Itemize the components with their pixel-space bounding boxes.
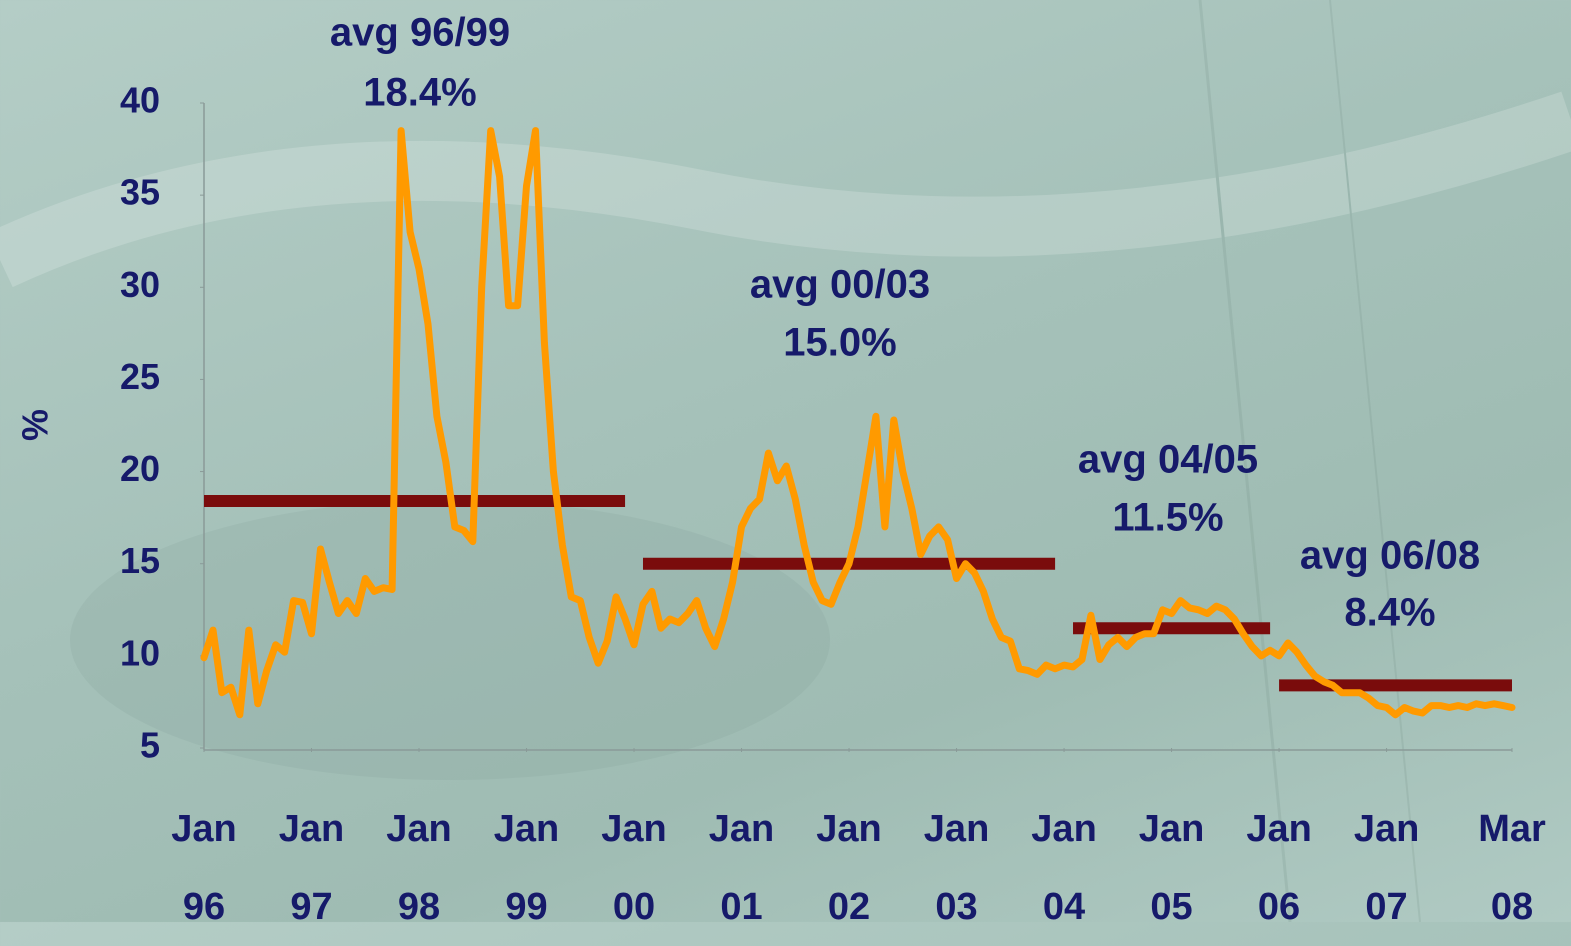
y-axis-label: % [15,409,56,441]
y-tick-label: 30 [120,264,160,305]
average-label: avg 06/08 [1300,534,1480,578]
average-label: avg 04/05 [1078,438,1258,482]
y-tick-label: 5 [140,725,160,766]
x-tick-label: Jan 06 [1231,790,1327,946]
y-tick-label: 15 [120,540,160,581]
y-tick-label: 25 [120,356,160,397]
x-tick-label: Jan 05 [1124,790,1220,946]
y-tick-label: 10 [120,632,160,673]
average-value-label: 8.4% [1344,591,1435,635]
x-tick-label: Jan 99 [479,790,575,946]
average-label: avg 00/03 [750,263,930,307]
page: % 5 10 15 20 25 30 35 40 avg 96/99 18.4% avg 00/03… [0,0,1571,922]
x-tick-label: Jan 96 [156,790,252,946]
x-tick-label: Jan 98 [371,790,467,946]
chart: % 5 10 15 20 25 30 35 40 avg 96/99 18.4% avg 00/03… [0,0,1571,922]
y-tick-label: 20 [120,448,160,489]
x-tick-label: Mar 08 [1464,790,1560,946]
y-tick-label: 40 [120,80,160,121]
average-label: avg 96/99 [330,11,510,55]
x-tick-label: Jan 03 [909,790,1005,946]
average-value-label: 18.4% [363,71,476,115]
average-value-label: 15.0% [783,321,896,365]
x-tick-label: Jan 04 [1016,790,1112,946]
background-decoration [0,0,1571,922]
x-tick-label: Jan 02 [801,790,897,946]
y-tick-label: 35 [120,172,160,213]
x-tick-label: Jan 01 [694,790,790,946]
x-tick-label: Jan 07 [1339,790,1435,946]
average-value-label: 11.5% [1112,496,1223,540]
x-tick-label: Jan 97 [264,790,360,946]
x-tick-label: Jan 00 [586,790,682,946]
